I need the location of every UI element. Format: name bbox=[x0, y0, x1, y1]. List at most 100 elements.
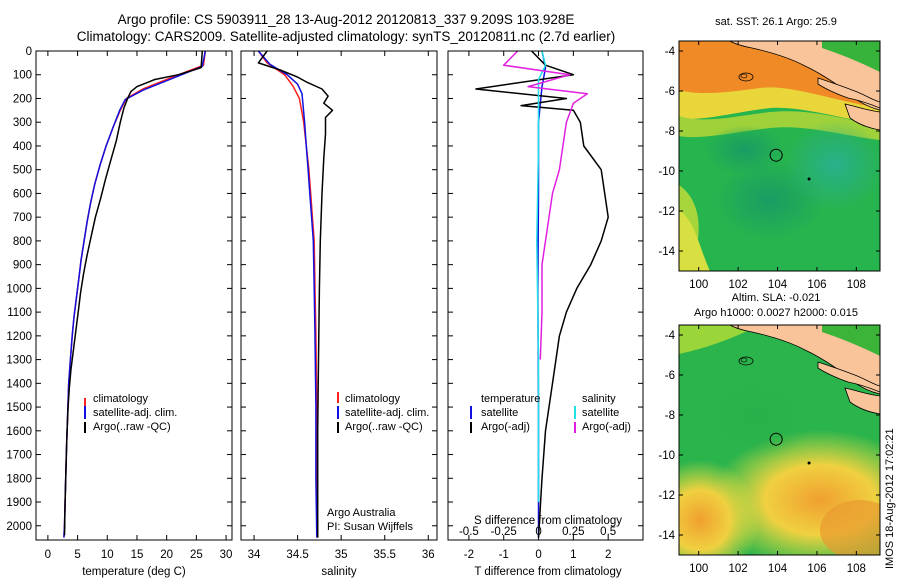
y-tick-label: 800 bbox=[13, 236, 32, 248]
sla-map-subtitle: Argo h1000: 0.0027 h2000: 0.015 bbox=[694, 307, 858, 319]
map-x-tick-label: 108 bbox=[847, 563, 866, 575]
difference-xlabel-bottom: T difference from climatology bbox=[474, 566, 621, 578]
map-y-tick-label: -6 bbox=[665, 86, 675, 98]
map-y-tick-label: -4 bbox=[665, 330, 676, 342]
salinity-difference-legend: salinity satellite Argo(-adj) bbox=[574, 393, 631, 433]
series-line-argo-raw-qc- bbox=[63, 50, 204, 536]
y-tick-label: 700 bbox=[13, 212, 32, 224]
header-line2: Climatology: CARS2009. Satellite-adjuste… bbox=[77, 29, 616, 44]
y-tick-label: 1400 bbox=[6, 378, 32, 390]
y-tick-label: 100 bbox=[13, 70, 32, 82]
y-tick-label: 600 bbox=[13, 188, 32, 200]
sla-map-argo-dot bbox=[807, 461, 811, 465]
temperature-axes-frame bbox=[35, 50, 233, 541]
legend-label-temp-argo: Argo(-adj) bbox=[481, 421, 530, 433]
header-line1: Argo profile: CS 5903911_28 13-Aug-2012 … bbox=[118, 12, 575, 27]
y-tick-label: 1200 bbox=[6, 331, 32, 343]
sla-map-argo-location-circle bbox=[769, 432, 783, 446]
x-tick-label: 2 bbox=[605, 549, 611, 561]
x-tick-label: 34 bbox=[248, 549, 261, 561]
sla-map-panel: Altim. SLA: -0.021 Argo h1000: 0.0027 h2… bbox=[658, 292, 881, 575]
x-tick-label: 34.5 bbox=[286, 549, 308, 561]
x-tick-label: 30 bbox=[220, 549, 233, 561]
sla-map-image bbox=[679, 325, 880, 555]
sst-map-panel: sat. SST: 26.1 Argo: 25.9 100 102 104 106 10… bbox=[658, 16, 881, 291]
y-tick-label: 1100 bbox=[7, 307, 32, 319]
y-tick-label: 1700 bbox=[6, 450, 32, 462]
x-top-tick-label: 0.25 bbox=[562, 526, 584, 538]
series-line-climatology bbox=[257, 50, 319, 538]
map-y-tick-label: -14 bbox=[658, 530, 675, 542]
x-tick-label: 20 bbox=[160, 549, 173, 561]
temperature-difference-legend: temperature satellite Argo(-adj) bbox=[470, 393, 540, 433]
legend-title-temperature: temperature bbox=[481, 393, 540, 405]
x-tick-label: 1 bbox=[570, 549, 576, 561]
y-tick-label: 1000 bbox=[6, 283, 32, 295]
y-tick-label: 500 bbox=[13, 165, 32, 177]
x-tick-label: 5 bbox=[74, 549, 80, 561]
legend-title-salinity: salinity bbox=[582, 393, 616, 405]
y-tick-label: 300 bbox=[13, 117, 32, 129]
map-x-tick-label: 104 bbox=[768, 279, 788, 291]
legend-label-argo: Argo(..raw -QC) bbox=[93, 421, 171, 433]
x-top-tick-label: 0.5 bbox=[600, 526, 616, 538]
map-x-tick-label: 106 bbox=[807, 563, 826, 575]
legend-label-sal-satellite: satellite bbox=[582, 407, 619, 419]
x-tick-label: 0 bbox=[45, 549, 51, 561]
legend-label-sal-argo: Argo(-adj) bbox=[582, 421, 631, 433]
y-tick-label: 1600 bbox=[6, 426, 32, 438]
temperature-panel: 0 5 10 15 20 25 300100200300400500600700800900… bbox=[6, 46, 233, 578]
x-tick-label: 0 bbox=[535, 549, 541, 561]
map-y-tick-label: -8 bbox=[665, 410, 675, 422]
y-tick-label: 1500 bbox=[6, 402, 32, 414]
map-y-tick-label: -10 bbox=[658, 166, 675, 178]
series-line-temperature-argo-adj- bbox=[475, 50, 609, 538]
map-x-tick-label: 104 bbox=[768, 563, 788, 575]
y-tick-label: 400 bbox=[13, 141, 32, 153]
series-line-satellite-adj-clim- bbox=[257, 50, 318, 538]
x-tick-label: 35.5 bbox=[374, 549, 396, 561]
difference-xlabel-top: S difference from climatology bbox=[474, 515, 622, 527]
legend-label-temp-satellite: satellite bbox=[481, 407, 518, 419]
y-tick-label: 1800 bbox=[6, 473, 32, 485]
series-line-climatology bbox=[63, 50, 207, 538]
series-line-argo-raw-qc- bbox=[257, 50, 334, 538]
sst-map-frame bbox=[678, 40, 881, 272]
x-tick-label: 36 bbox=[422, 549, 435, 561]
imos-side-label: IMOS 18-Aug-2012 17:02:21 bbox=[884, 428, 896, 569]
map-y-tick-label: -8 bbox=[665, 126, 675, 138]
map-x-tick-label: 102 bbox=[729, 563, 748, 575]
y-tick-label: 2000 bbox=[6, 521, 32, 533]
y-tick-label: 0 bbox=[26, 46, 32, 58]
x-tick-label: 35 bbox=[335, 549, 348, 561]
x-tick-label: 15 bbox=[131, 549, 144, 561]
series-line-satellite-adj-clim- bbox=[63, 50, 207, 538]
map-y-tick-label: -12 bbox=[658, 490, 675, 502]
x-tick-label: 25 bbox=[190, 549, 203, 561]
map-x-tick-label: 102 bbox=[729, 279, 748, 291]
salinity-xlabel: salinity bbox=[321, 566, 356, 578]
salinity-legend: climatology satellite-adj. clim. Argo(..… bbox=[337, 392, 429, 433]
sla-map-title: Altim. SLA: -0.021 bbox=[732, 292, 821, 304]
x-tick-label: 10 bbox=[101, 549, 114, 561]
sla-map-frame bbox=[678, 324, 881, 556]
temperature-legend: climatology satellite-adj. clim. Argo(..… bbox=[84, 393, 177, 433]
x-top-tick-label: 0 bbox=[535, 526, 541, 538]
difference-panel: -2 -1 0 1 2 -0.5 -0.25 0 0.25 0.5 T difference fr… bbox=[447, 50, 644, 578]
legend-label-climatology: climatology bbox=[345, 393, 401, 405]
map-x-tick-label: 106 bbox=[807, 279, 826, 291]
sst-map-argo-location-circle bbox=[769, 148, 783, 162]
x-tick-label: -2 bbox=[464, 549, 474, 561]
map-y-tick-label: -14 bbox=[658, 246, 675, 258]
x-top-tick-label: -0.5 bbox=[459, 526, 479, 538]
annotation-argo-australia: Argo Australia bbox=[327, 507, 396, 519]
sst-map-argo-dot bbox=[807, 177, 811, 181]
legend-label-argo: Argo(..raw -QC) bbox=[345, 421, 423, 433]
map-y-tick-label: -10 bbox=[658, 450, 675, 462]
sst-map-title: sat. SST: 26.1 Argo: 25.9 bbox=[715, 16, 837, 28]
map-y-tick-label: -12 bbox=[658, 206, 675, 218]
sst-map-image bbox=[679, 41, 880, 271]
legend-label-satellite: satellite-adj. clim. bbox=[345, 407, 429, 419]
map-x-tick-label: 108 bbox=[847, 279, 866, 291]
